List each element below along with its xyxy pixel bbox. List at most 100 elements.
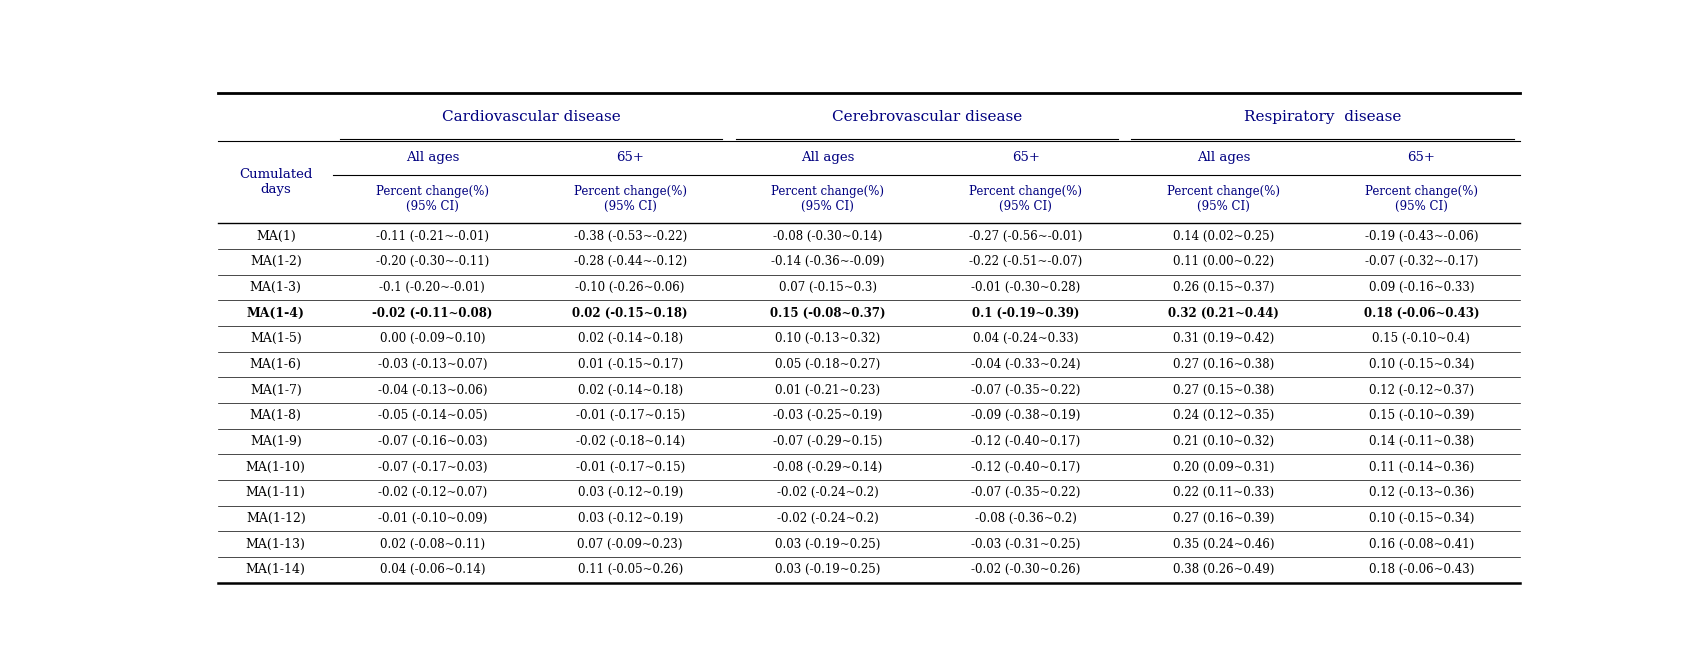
Text: -0.11 (-0.21~-0.01): -0.11 (-0.21~-0.01) [376, 229, 489, 243]
Text: 0.00 (-0.09~0.10): 0.00 (-0.09~0.10) [379, 332, 486, 345]
Text: 0.10 (-0.15~0.34): 0.10 (-0.15~0.34) [1369, 512, 1474, 525]
Text: 0.03 (-0.12~0.19): 0.03 (-0.12~0.19) [577, 486, 684, 499]
Text: -0.14 (-0.36~-0.09): -0.14 (-0.36~-0.09) [772, 255, 885, 268]
Text: -0.07 (-0.35~0.22): -0.07 (-0.35~0.22) [971, 486, 1081, 499]
Text: Percent change(%)
(95% CI): Percent change(%) (95% CI) [1365, 185, 1477, 213]
Text: MA(1): MA(1) [255, 229, 296, 243]
Text: 0.03 (-0.19~0.25): 0.03 (-0.19~0.25) [775, 563, 880, 577]
Text: 0.12 (-0.13~0.36): 0.12 (-0.13~0.36) [1369, 486, 1474, 499]
Text: -0.08 (-0.36~0.2): -0.08 (-0.36~0.2) [975, 512, 1076, 525]
Text: 0.03 (-0.19~0.25): 0.03 (-0.19~0.25) [775, 537, 880, 551]
Text: 0.27 (0.15~0.38): 0.27 (0.15~0.38) [1173, 384, 1274, 396]
Text: 0.11 (0.00~0.22): 0.11 (0.00~0.22) [1173, 255, 1274, 268]
Text: -0.12 (-0.40~0.17): -0.12 (-0.40~0.17) [971, 461, 1079, 473]
Text: -0.02 (-0.12~0.07): -0.02 (-0.12~0.07) [377, 486, 487, 499]
Text: -0.04 (-0.33~0.24): -0.04 (-0.33~0.24) [971, 358, 1081, 371]
Text: 0.07 (-0.15~0.3): 0.07 (-0.15~0.3) [778, 281, 876, 294]
Text: 0.16 (-0.08~0.41): 0.16 (-0.08~0.41) [1369, 537, 1474, 551]
Text: 0.02 (-0.08~0.11): 0.02 (-0.08~0.11) [379, 537, 486, 551]
Text: -0.22 (-0.51~-0.07): -0.22 (-0.51~-0.07) [970, 255, 1083, 268]
Text: MA(1-7): MA(1-7) [250, 384, 301, 396]
Text: 0.27 (0.16~0.38): 0.27 (0.16~0.38) [1173, 358, 1274, 371]
Text: -0.1 (-0.20~-0.01): -0.1 (-0.20~-0.01) [379, 281, 486, 294]
Text: 0.20 (0.09~0.31): 0.20 (0.09~0.31) [1173, 461, 1274, 473]
Text: -0.07 (-0.32~-0.17): -0.07 (-0.32~-0.17) [1364, 255, 1479, 268]
Text: 0.01 (-0.15~0.17): 0.01 (-0.15~0.17) [577, 358, 684, 371]
Text: Percent change(%)
(95% CI): Percent change(%) (95% CI) [376, 185, 489, 213]
Text: Percent change(%)
(95% CI): Percent change(%) (95% CI) [772, 185, 885, 213]
Text: 0.02 (-0.14~0.18): 0.02 (-0.14~0.18) [577, 332, 682, 345]
Text: 0.35 (0.24~0.46): 0.35 (0.24~0.46) [1173, 537, 1274, 551]
Text: -0.02 (-0.11~0.08): -0.02 (-0.11~0.08) [372, 307, 492, 320]
Text: 0.21 (0.10~0.32): 0.21 (0.10~0.32) [1173, 435, 1274, 448]
Text: MA(1-3): MA(1-3) [250, 281, 301, 294]
Text: -0.07 (-0.17~0.03): -0.07 (-0.17~0.03) [377, 461, 487, 473]
Text: -0.09 (-0.38~0.19): -0.09 (-0.38~0.19) [971, 409, 1081, 422]
Text: 65+: 65+ [616, 152, 645, 164]
Text: 0.01 (-0.21~0.23): 0.01 (-0.21~0.23) [775, 384, 880, 396]
Text: Respiratory  disease: Respiratory disease [1244, 110, 1401, 124]
Text: -0.07 (-0.29~0.15): -0.07 (-0.29~0.15) [773, 435, 883, 448]
Text: -0.02 (-0.30~0.26): -0.02 (-0.30~0.26) [971, 563, 1081, 577]
Text: Cumulated
days: Cumulated days [239, 168, 313, 196]
Text: -0.20 (-0.30~-0.11): -0.20 (-0.30~-0.11) [376, 255, 489, 268]
Text: MA(1-6): MA(1-6) [250, 358, 301, 371]
Text: Percent change(%)
(95% CI): Percent change(%) (95% CI) [574, 185, 687, 213]
Text: 0.05 (-0.18~0.27): 0.05 (-0.18~0.27) [775, 358, 880, 371]
Text: -0.03 (-0.25~0.19): -0.03 (-0.25~0.19) [773, 409, 883, 422]
Text: -0.02 (-0.18~0.14): -0.02 (-0.18~0.14) [575, 435, 685, 448]
Text: MA(1-12): MA(1-12) [245, 512, 306, 525]
Text: 0.18 (-0.06~0.43): 0.18 (-0.06~0.43) [1364, 307, 1479, 320]
Text: 0.12 (-0.12~0.37): 0.12 (-0.12~0.37) [1369, 384, 1474, 396]
Text: 0.09 (-0.16~0.33): 0.09 (-0.16~0.33) [1369, 281, 1474, 294]
Text: 0.14 (0.02~0.25): 0.14 (0.02~0.25) [1173, 229, 1274, 243]
Text: 0.1 (-0.19~0.39): 0.1 (-0.19~0.39) [971, 307, 1079, 320]
Text: Cardiovascular disease: Cardiovascular disease [442, 110, 621, 124]
Text: 0.15 (-0.08~0.37): 0.15 (-0.08~0.37) [770, 307, 885, 320]
Text: 0.14 (-0.11~0.38): 0.14 (-0.11~0.38) [1369, 435, 1474, 448]
Text: 0.03 (-0.12~0.19): 0.03 (-0.12~0.19) [577, 512, 684, 525]
Text: 0.02 (-0.15~0.18): 0.02 (-0.15~0.18) [572, 307, 689, 320]
Text: -0.01 (-0.10~0.09): -0.01 (-0.10~0.09) [377, 512, 487, 525]
Text: 65+: 65+ [1012, 152, 1039, 164]
Text: 0.31 (0.19~0.42): 0.31 (0.19~0.42) [1173, 332, 1274, 345]
Text: 0.10 (-0.13~0.32): 0.10 (-0.13~0.32) [775, 332, 880, 345]
Text: 0.15 (-0.10~0.4): 0.15 (-0.10~0.4) [1372, 332, 1470, 345]
Text: MA(1-8): MA(1-8) [250, 409, 301, 422]
Text: 0.11 (-0.14~0.36): 0.11 (-0.14~0.36) [1369, 461, 1474, 473]
Text: MA(1-10): MA(1-10) [245, 461, 306, 473]
Text: -0.03 (-0.13~0.07): -0.03 (-0.13~0.07) [377, 358, 487, 371]
Text: -0.19 (-0.43~-0.06): -0.19 (-0.43~-0.06) [1364, 229, 1479, 243]
Text: 0.07 (-0.09~0.23): 0.07 (-0.09~0.23) [577, 537, 684, 551]
Text: 0.04 (-0.24~0.33): 0.04 (-0.24~0.33) [973, 332, 1078, 345]
Text: 0.10 (-0.15~0.34): 0.10 (-0.15~0.34) [1369, 358, 1474, 371]
Text: 65+: 65+ [1408, 152, 1435, 164]
Text: Percent change(%)
(95% CI): Percent change(%) (95% CI) [1167, 185, 1279, 213]
Text: -0.07 (-0.35~0.22): -0.07 (-0.35~0.22) [971, 384, 1081, 396]
Text: 0.26 (0.15~0.37): 0.26 (0.15~0.37) [1173, 281, 1274, 294]
Text: 0.24 (0.12~0.35): 0.24 (0.12~0.35) [1173, 409, 1274, 422]
Text: -0.05 (-0.14~0.05): -0.05 (-0.14~0.05) [377, 409, 487, 422]
Text: -0.03 (-0.31~0.25): -0.03 (-0.31~0.25) [971, 537, 1081, 551]
Text: -0.02 (-0.24~0.2): -0.02 (-0.24~0.2) [777, 486, 878, 499]
Text: All ages: All ages [802, 152, 854, 164]
Text: MA(1-2): MA(1-2) [250, 255, 301, 268]
Text: -0.12 (-0.40~0.17): -0.12 (-0.40~0.17) [971, 435, 1079, 448]
Text: -0.01 (-0.17~0.15): -0.01 (-0.17~0.15) [575, 461, 685, 473]
Text: 0.11 (-0.05~0.26): 0.11 (-0.05~0.26) [577, 563, 684, 577]
Text: MA(1-5): MA(1-5) [250, 332, 301, 345]
Text: -0.08 (-0.30~0.14): -0.08 (-0.30~0.14) [773, 229, 883, 243]
Text: MA(1-11): MA(1-11) [245, 486, 306, 499]
Text: MA(1-4): MA(1-4) [247, 307, 305, 320]
Text: -0.01 (-0.17~0.15): -0.01 (-0.17~0.15) [575, 409, 685, 422]
Text: -0.10 (-0.26~0.06): -0.10 (-0.26~0.06) [575, 281, 685, 294]
Text: All ages: All ages [1196, 152, 1250, 164]
Text: Percent change(%)
(95% CI): Percent change(%) (95% CI) [970, 185, 1083, 213]
Text: MA(1-9): MA(1-9) [250, 435, 301, 448]
Text: 0.38 (0.26~0.49): 0.38 (0.26~0.49) [1173, 563, 1274, 577]
Text: Cerebrovascular disease: Cerebrovascular disease [832, 110, 1022, 124]
Text: -0.28 (-0.44~-0.12): -0.28 (-0.44~-0.12) [574, 255, 687, 268]
Text: 0.32 (0.21~0.44): 0.32 (0.21~0.44) [1167, 307, 1279, 320]
Text: MA(1-13): MA(1-13) [245, 537, 306, 551]
Text: 0.15 (-0.10~0.39): 0.15 (-0.10~0.39) [1369, 409, 1474, 422]
